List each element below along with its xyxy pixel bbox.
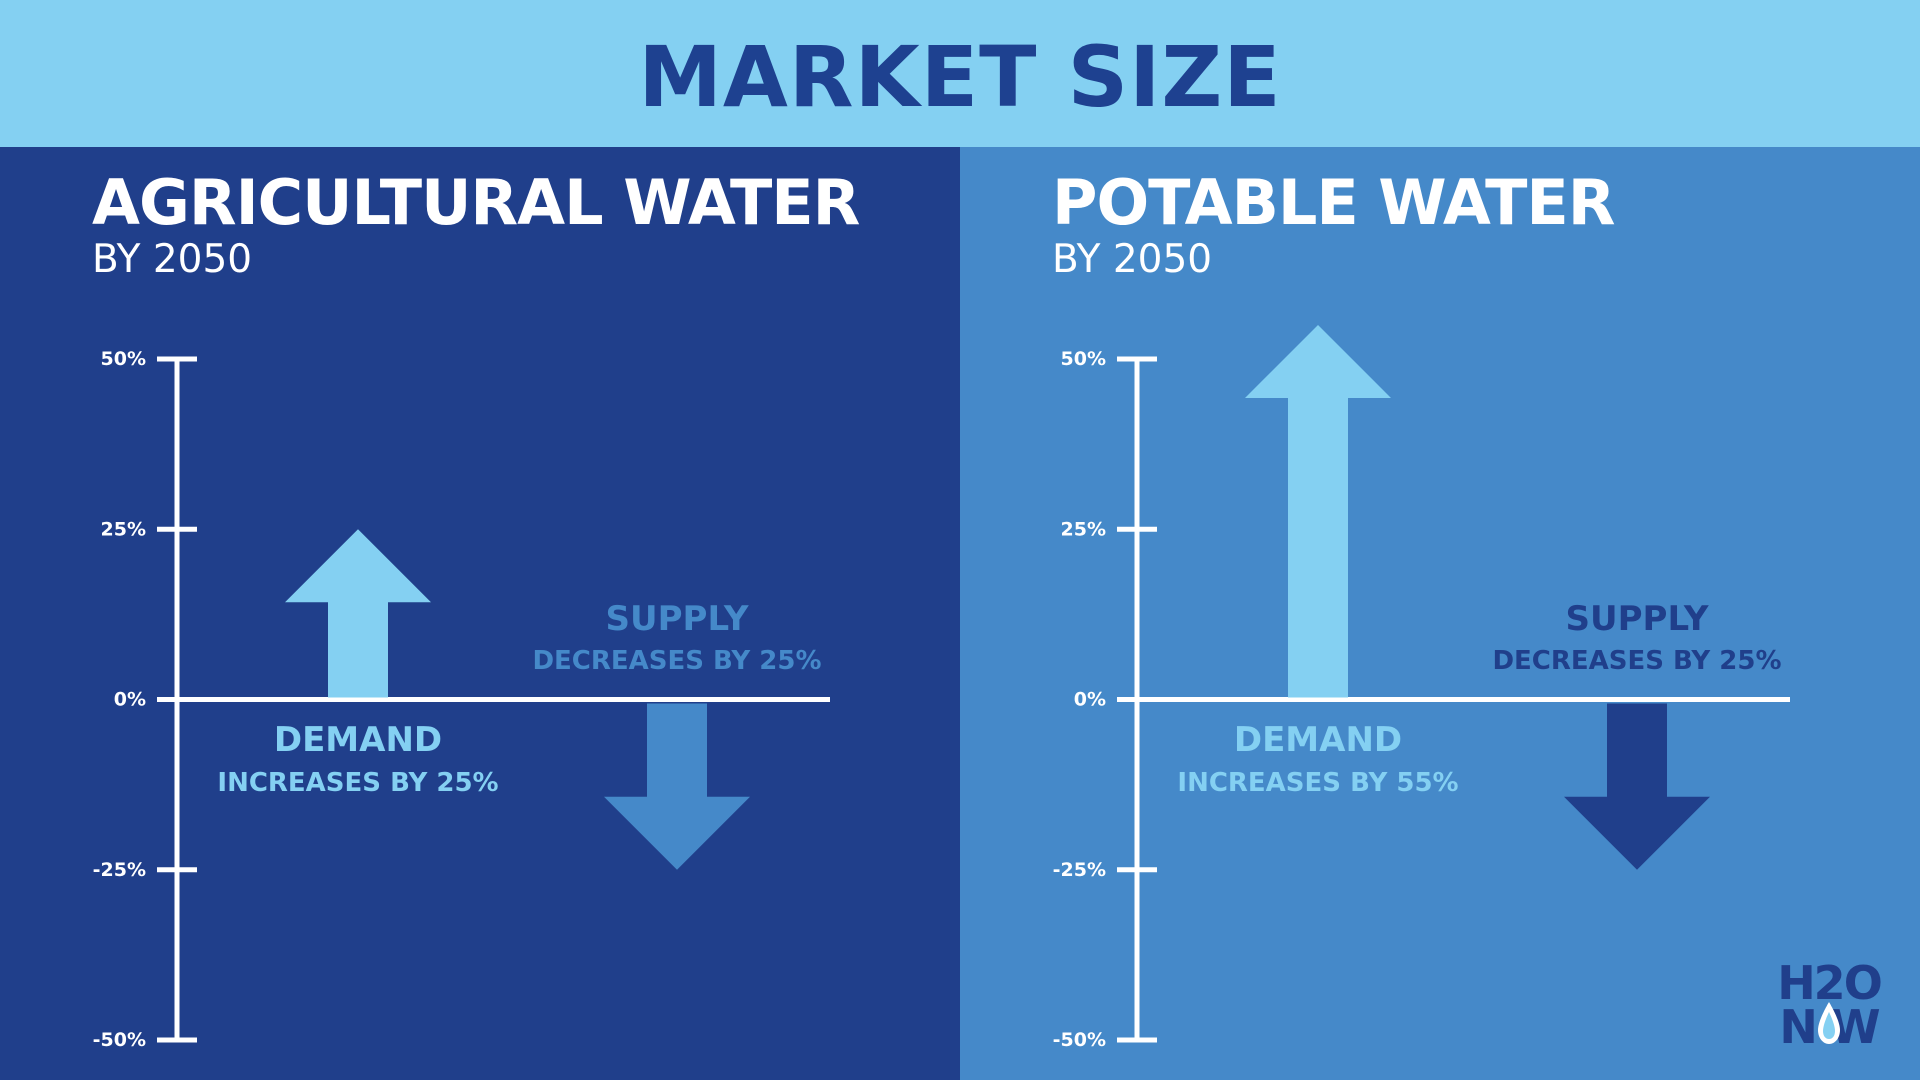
potable-water-chart: 50% 25% 0% -25% -50% DEMAND INCREASES BY 55% SU… — [1053, 324, 1790, 1051]
supply-arrow — [604, 703, 750, 870]
y-tick-label: 0% — [1074, 689, 1106, 711]
demand-annotation: INCREASES BY 25% — [217, 768, 498, 798]
y-tick-label: 0% — [114, 689, 146, 711]
supply-label: SUPPLY — [1566, 599, 1709, 639]
potable-water-panel: POTABLE WATER BY 2050 50% 25% 0% -25% -50% DE… — [960, 147, 1920, 1080]
header-banner: MARKET SIZE — [0, 0, 1920, 147]
chart-subtitle: BY 2050 — [92, 237, 253, 282]
supply-annotation: DECREASES BY 25% — [1492, 646, 1781, 676]
y-tick-label: 50% — [101, 348, 146, 370]
demand-arrow — [285, 529, 431, 698]
y-tick-label: 25% — [101, 518, 146, 540]
supply-annotation: DECREASES BY 25% — [532, 646, 821, 676]
y-tick-label: 25% — [1061, 518, 1106, 540]
water-drop-icon — [1818, 1002, 1840, 1044]
y-tick-label: 50% — [1061, 348, 1106, 370]
page-title: MARKET SIZE — [638, 27, 1282, 126]
y-tick-label: -25% — [93, 859, 146, 881]
demand-arrow — [1245, 324, 1391, 698]
chart-subtitle: BY 2050 — [1052, 237, 1213, 282]
chart-title: AGRICULTURAL WATER — [92, 166, 860, 239]
supply-arrow — [1564, 703, 1710, 870]
demand-label: DEMAND — [274, 720, 442, 760]
agricultural-water-chart: 50% 25% 0% -25% -50% DEMAND INCREASES BY 25% SU… — [93, 348, 830, 1051]
y-tick-label: -25% — [1053, 859, 1106, 881]
logo-text-top: H2O — [1777, 956, 1883, 1010]
demand-annotation: INCREASES BY 55% — [1177, 768, 1458, 798]
demand-label: DEMAND — [1234, 720, 1402, 760]
y-tick-label: -50% — [93, 1029, 146, 1051]
supply-label: SUPPLY — [606, 599, 749, 639]
chart-title: POTABLE WATER — [1052, 166, 1615, 239]
y-tick-label: -50% — [1053, 1029, 1106, 1051]
agricultural-water-panel: AGRICULTURAL WATER BY 2050 50% 25% 0% -25% -… — [0, 147, 960, 1080]
h2o-now-logo: H2O N W — [1774, 960, 1884, 1050]
